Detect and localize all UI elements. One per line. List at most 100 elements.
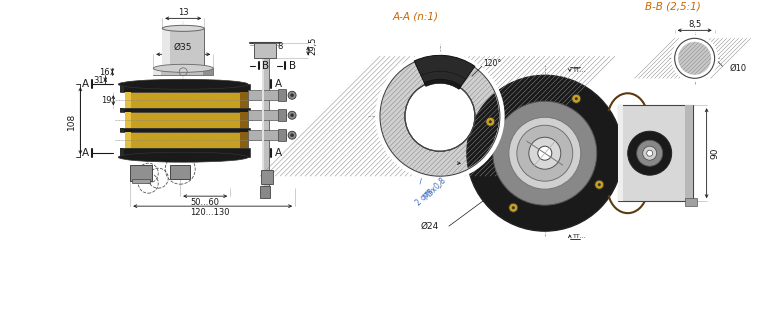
Bar (278, 89, 286, 101)
Ellipse shape (154, 64, 214, 72)
Bar (618, 105, 692, 201)
Bar (260, 186, 270, 198)
Bar (125, 112, 249, 128)
Circle shape (637, 140, 663, 166)
Bar (618, 105, 622, 201)
Bar (261, 170, 273, 184)
Text: B: B (289, 61, 296, 71)
Text: 13: 13 (178, 8, 188, 17)
Bar (170, 165, 190, 179)
Bar (685, 105, 692, 201)
Circle shape (288, 131, 296, 139)
Circle shape (598, 183, 601, 186)
Bar (130, 165, 152, 181)
Bar (120, 84, 125, 92)
Bar (254, 43, 276, 58)
Bar (132, 179, 150, 183)
Bar (249, 130, 286, 140)
Bar (120, 148, 125, 157)
Text: 19: 19 (101, 96, 112, 105)
Text: Ø10: Ø10 (730, 64, 747, 73)
Text: M5x0,8: M5x0,8 (422, 175, 448, 201)
Ellipse shape (162, 25, 204, 31)
Circle shape (290, 114, 293, 117)
Text: 50...60: 50...60 (191, 198, 220, 207)
Text: ТТ...: ТТ... (573, 68, 587, 73)
Circle shape (493, 101, 597, 205)
Ellipse shape (119, 79, 249, 89)
Circle shape (288, 91, 296, 99)
Text: 16: 16 (99, 68, 109, 77)
Circle shape (517, 125, 573, 181)
Text: 8: 8 (277, 42, 283, 51)
Text: 29,5: 29,5 (309, 37, 318, 55)
Circle shape (290, 134, 293, 137)
Text: 120...130: 120...130 (191, 208, 230, 217)
Circle shape (647, 150, 653, 156)
Bar (249, 90, 286, 100)
Wedge shape (414, 55, 475, 88)
Circle shape (288, 111, 296, 119)
Bar (120, 84, 250, 92)
Bar (261, 58, 268, 188)
Circle shape (643, 146, 657, 160)
Circle shape (575, 97, 578, 100)
Text: A: A (274, 79, 282, 89)
Text: B: B (261, 61, 269, 71)
Text: A: A (274, 148, 282, 158)
Circle shape (511, 206, 515, 209)
Circle shape (486, 117, 495, 126)
Bar (125, 92, 249, 108)
Text: 2 отв.: 2 отв. (414, 185, 437, 208)
Circle shape (405, 81, 475, 151)
Bar (120, 128, 125, 132)
Bar (125, 112, 131, 128)
Wedge shape (380, 56, 500, 176)
Bar (120, 108, 125, 112)
Wedge shape (424, 79, 461, 89)
Bar (125, 132, 249, 148)
Bar (119, 83, 251, 158)
Circle shape (489, 120, 492, 123)
Text: 90: 90 (710, 148, 719, 159)
Bar (240, 92, 249, 108)
Bar (120, 148, 250, 157)
Bar (278, 109, 286, 121)
Circle shape (529, 137, 561, 169)
Bar (685, 198, 697, 206)
Text: 8,5: 8,5 (688, 20, 701, 29)
Bar (240, 112, 249, 128)
Text: B-B (2,5:1): B-B (2,5:1) (644, 1, 701, 11)
Circle shape (509, 117, 581, 189)
Text: A: A (82, 79, 89, 89)
Bar (249, 110, 286, 120)
Text: 31: 31 (93, 76, 103, 85)
Circle shape (290, 94, 293, 97)
Ellipse shape (119, 152, 249, 162)
Bar (278, 129, 286, 141)
Bar (162, 28, 170, 68)
Circle shape (538, 146, 552, 160)
Bar (162, 28, 204, 68)
Bar (154, 68, 214, 75)
Bar (120, 108, 250, 112)
Circle shape (628, 131, 672, 175)
Bar (125, 92, 131, 108)
Bar (125, 132, 131, 148)
Circle shape (595, 180, 603, 189)
Circle shape (572, 94, 581, 103)
Text: A: A (82, 148, 89, 158)
Bar (261, 58, 264, 188)
Text: Ø35: Ø35 (174, 43, 192, 52)
Text: A-A (n:1): A-A (n:1) (393, 11, 439, 22)
Circle shape (675, 38, 714, 78)
Text: 120°: 120° (483, 59, 501, 68)
Bar (240, 132, 249, 148)
Text: Ø24: Ø24 (421, 222, 439, 230)
Text: ТТ...: ТТ... (573, 234, 587, 239)
Bar (203, 68, 214, 75)
Text: 108: 108 (67, 113, 76, 130)
Bar (154, 68, 161, 75)
Circle shape (467, 75, 622, 231)
Bar (120, 128, 250, 132)
